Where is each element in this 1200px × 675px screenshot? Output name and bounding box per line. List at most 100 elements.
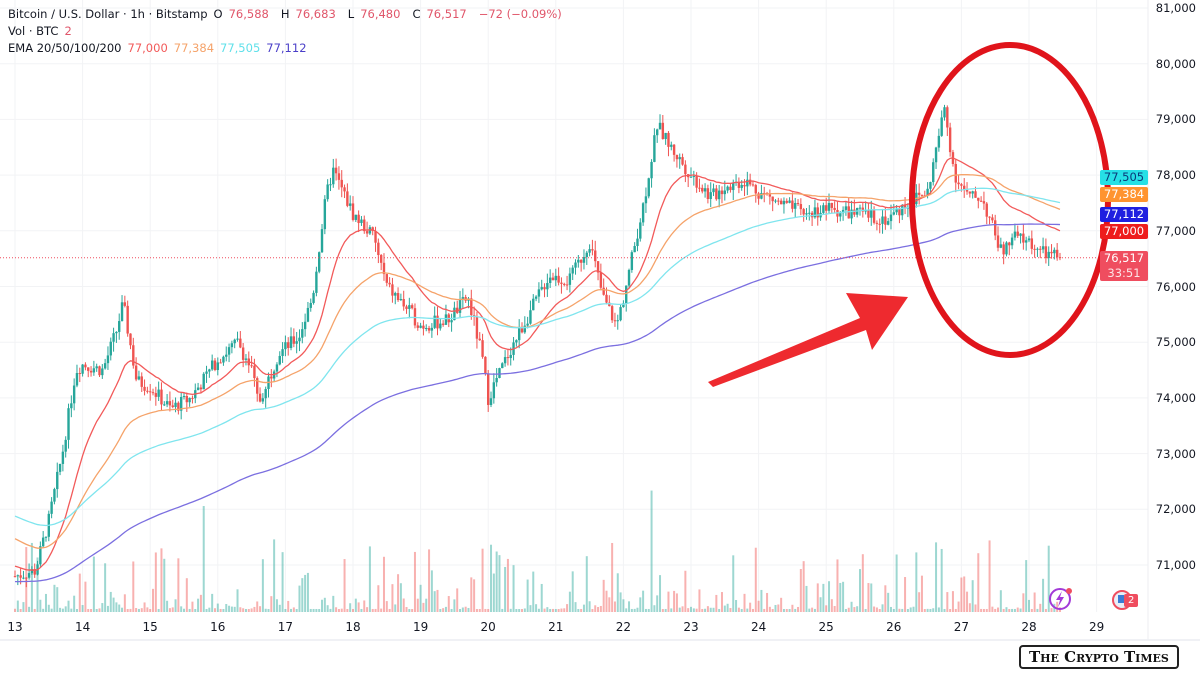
volume-bar [473,579,476,612]
candle-body [233,339,236,344]
volume-bar [675,593,678,612]
candle-body [72,385,76,404]
volume-bar [718,608,721,612]
volume-bar [819,597,822,612]
volume-bar [419,584,422,612]
volume-bar [580,608,583,612]
volume-bar [428,549,431,612]
volume-bar [664,608,667,612]
volume-bar [732,555,735,612]
candle-body [799,204,803,210]
candle-body [281,349,284,356]
candle-body [58,463,62,472]
volume-bar [47,604,50,612]
volume-bar [768,606,771,612]
candle-body [126,305,129,334]
volume-bar [340,608,343,612]
candle-body [39,546,42,565]
candle-body [41,537,45,547]
volume-bar [926,608,929,612]
volume-bar [937,607,940,612]
candle-body [794,203,797,209]
volume-bar [523,608,526,612]
candle-body [608,302,611,307]
volume-bar [808,608,811,612]
volume-bar [216,603,219,612]
volume-bar [236,589,239,612]
candle-body [340,179,343,188]
volume-bar [50,608,53,612]
candle-body [858,207,862,209]
candle-body [898,208,901,216]
candle-body [98,366,101,376]
volume-bar [202,506,205,612]
candle-body [250,365,253,367]
volume-bar [222,608,225,612]
close-value: 76,517 [426,7,467,21]
candle-body [709,192,712,199]
candle-body [357,214,360,224]
volume-bar [695,608,698,612]
volume-bar [135,608,138,612]
candle-body [979,200,983,202]
candle-body [188,397,191,403]
candle-body [101,368,104,376]
candle-body [582,257,586,263]
candle-body [422,325,425,329]
candle-body [867,209,870,218]
candle-body [84,364,87,368]
candle-body [889,214,893,222]
candle-body [723,190,726,195]
candle-body [698,187,701,189]
candle-body [179,397,183,411]
volume-bar [529,605,532,612]
volume-bar [749,602,752,612]
volume-bar [884,585,887,612]
candle-body [81,364,84,374]
candle-body [332,167,335,185]
candle-body [450,320,453,323]
volume-bar [653,605,656,612]
volume-bar [118,604,121,612]
volume-bar [889,606,892,612]
volume-bar [346,608,349,612]
volume-bar [408,608,411,612]
volume-bar [106,605,109,612]
volume-bar [467,607,470,612]
volume-bar [1033,592,1036,612]
candle-body [957,182,960,185]
candle-body [182,395,186,398]
volume-bar [532,571,535,612]
candle-body [574,262,577,268]
volume-bar [171,607,174,612]
volume-bar [560,608,563,612]
volume-bar [966,591,969,612]
candle-body [557,275,560,283]
lightning-icon[interactable] [1045,586,1075,612]
volume-bar [261,559,264,612]
candle-body [219,362,222,364]
volume-bar [839,582,842,612]
volume-bar [256,601,259,612]
candle-body [444,314,448,325]
candle-body [1008,242,1011,246]
volume-bar [228,605,231,612]
volume-bar [104,563,107,612]
notifications-widget[interactable]: 2 [1112,588,1139,616]
candle-body [529,310,532,324]
candle-body [163,404,166,406]
low-label: L [347,7,355,21]
candle-body [813,207,817,218]
volume-bar [766,592,769,612]
candle-body [785,200,788,203]
volume-bar [157,608,160,612]
volume-bar [856,606,859,612]
candle-body [481,340,484,357]
candle-body [675,154,679,160]
volume-bar [33,608,36,612]
volume-bar [974,604,977,612]
candle-body [149,391,152,393]
candle-body [743,184,746,187]
volume-bar [546,607,549,612]
